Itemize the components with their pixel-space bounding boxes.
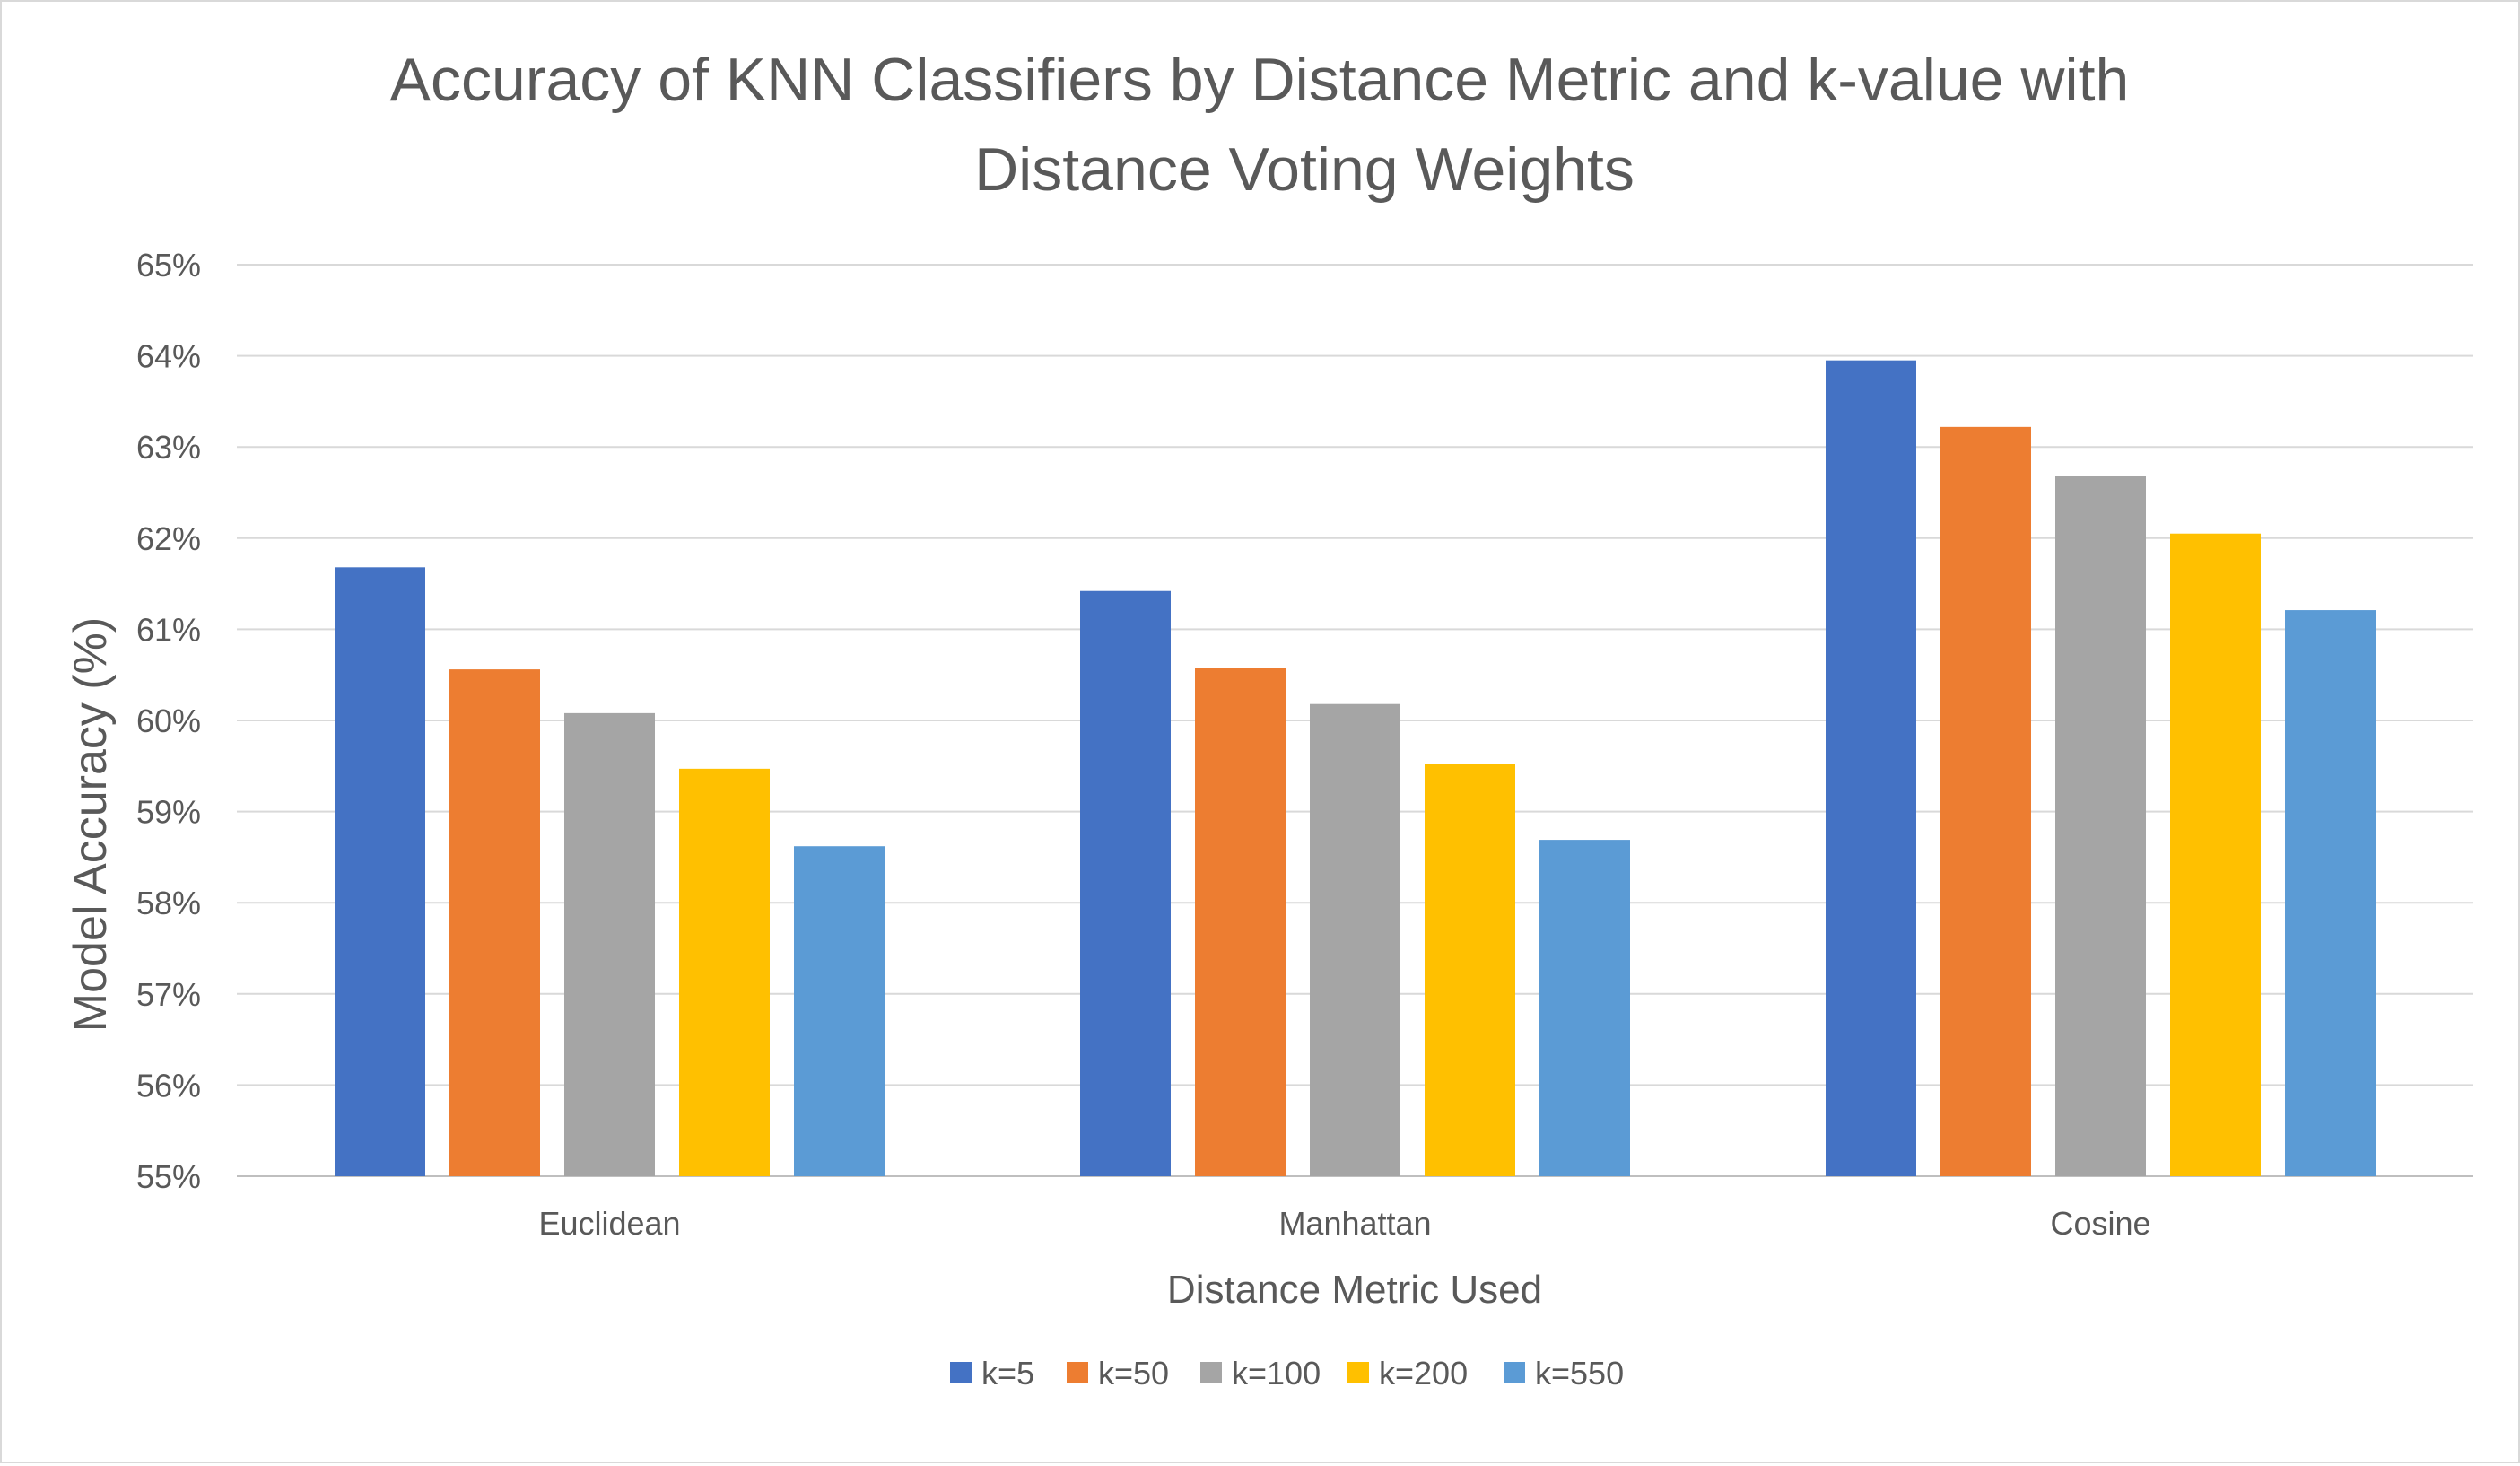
- legend-label: k=100: [1232, 1355, 1321, 1392]
- legend-label: k=5: [981, 1355, 1034, 1392]
- y-tick-label: 57%: [136, 976, 201, 1013]
- y-tick-label: 55%: [136, 1158, 201, 1195]
- bar-euclidean-k-50: [449, 669, 540, 1176]
- y-tick-label: 61%: [136, 611, 201, 648]
- chart-title-line-1: Accuracy of KNN Classifiers by Distance …: [390, 46, 2130, 114]
- x-tick-label: Manhattan: [1278, 1205, 1431, 1242]
- y-tick-label: 59%: [136, 794, 201, 831]
- y-tick-label: 64%: [136, 338, 201, 375]
- legend-swatch: [1200, 1362, 1222, 1383]
- y-tick-label: 60%: [136, 702, 201, 739]
- chart-title: Accuracy of KNN Classifiers by Distance …: [390, 46, 2130, 204]
- bar-cosine-k-50: [1940, 426, 2031, 1176]
- bars: [335, 360, 2376, 1176]
- y-tick-label: 63%: [136, 429, 201, 466]
- x-tick-label: Euclidean: [538, 1205, 680, 1242]
- y-axis-label: Model Accuracy (%): [65, 617, 117, 1032]
- bar-cosine-k-200: [2170, 533, 2261, 1176]
- bar-manhattan-k-5: [1080, 590, 1171, 1176]
- bar-manhattan-k-200: [1425, 764, 1515, 1176]
- legend-label: k=50: [1098, 1355, 1169, 1392]
- legend-swatch: [1504, 1362, 1525, 1383]
- bar-cosine-k-550: [2285, 610, 2376, 1176]
- bar-cosine-k-5: [1826, 360, 1916, 1176]
- legend: k=5 k=50 k=100 k=200 k=550: [950, 1355, 1624, 1392]
- legend-swatch: [1067, 1362, 1088, 1383]
- x-axis-ticks: Euclidean Manhattan Cosine: [538, 1205, 2150, 1242]
- y-tick-label: 65%: [136, 247, 201, 284]
- y-tick-label: 58%: [136, 885, 201, 921]
- y-axis-ticks: 55% 56% 57% 58% 59% 60% 61% 62% 63% 64% 65%: [136, 247, 201, 1195]
- legend-swatch: [950, 1362, 972, 1383]
- bar-euclidean-k-5: [335, 567, 425, 1176]
- bar-manhattan-k-100: [1310, 703, 1400, 1176]
- bar-cosine-k-100: [2055, 476, 2146, 1176]
- legend-label: k=550: [1535, 1355, 1624, 1392]
- y-tick-label: 62%: [136, 520, 201, 557]
- chart-title-line-2: Distance Voting Weights: [974, 135, 1635, 204]
- bar-manhattan-k-550: [1539, 840, 1630, 1176]
- bar-manhattan-k-50: [1195, 668, 1286, 1176]
- bar-euclidean-k-550: [794, 846, 885, 1176]
- legend-swatch: [1347, 1362, 1369, 1383]
- legend-label: k=200: [1379, 1355, 1468, 1392]
- bar-euclidean-k-100: [564, 712, 655, 1176]
- x-axis-label: Distance Metric Used: [1167, 1268, 1542, 1312]
- y-tick-label: 56%: [136, 1067, 201, 1104]
- bar-euclidean-k-200: [679, 768, 770, 1176]
- x-tick-label: Cosine: [2050, 1205, 2150, 1242]
